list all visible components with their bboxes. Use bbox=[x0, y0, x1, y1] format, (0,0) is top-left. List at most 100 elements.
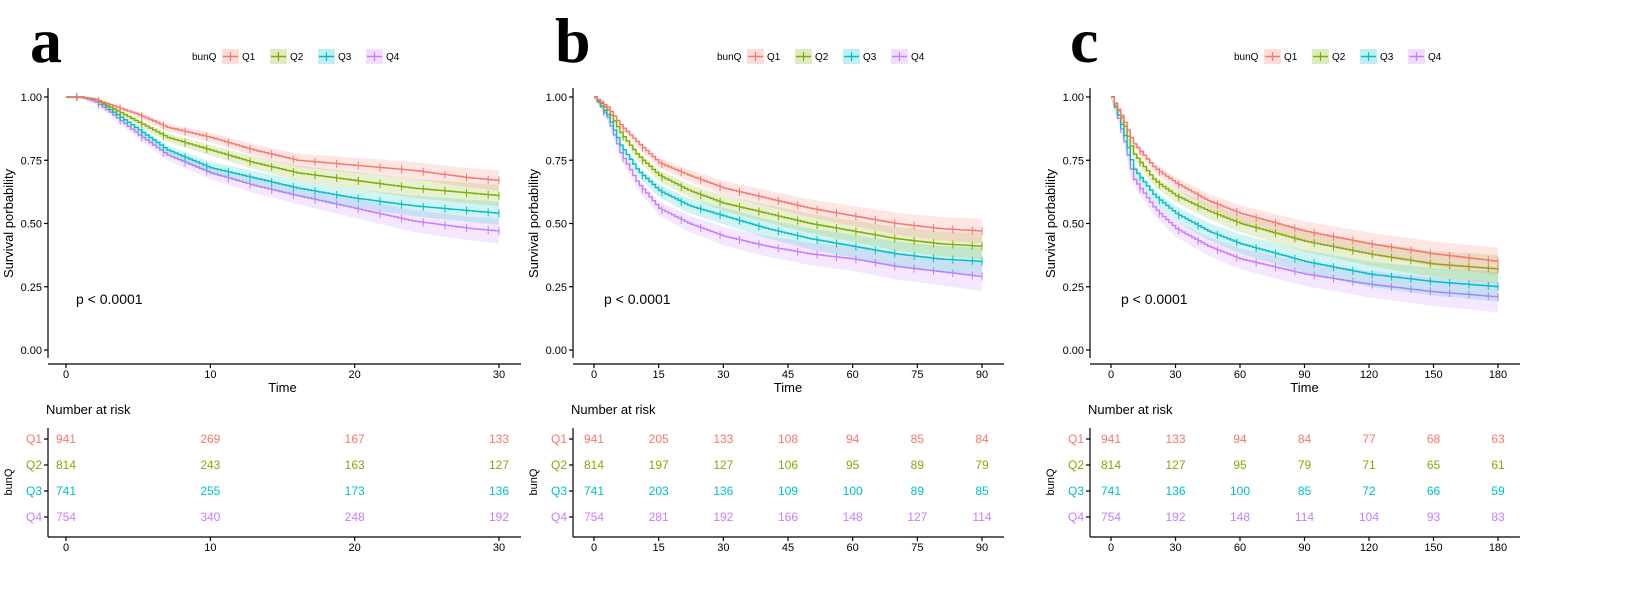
risk-table: Number at risk bunQ Q1 941 269 167 133 Q2 814 243… bbox=[3, 402, 521, 554]
risk-value: 85 bbox=[1298, 484, 1312, 498]
legend: bunQ Q1 Q2 Q3 Q4 bbox=[717, 49, 925, 64]
risk-value: 192 bbox=[489, 510, 509, 524]
survival-curve-q2 bbox=[1111, 96, 1499, 270]
risk-value: 100 bbox=[1230, 484, 1250, 498]
legend-key-q1: Q1 bbox=[747, 49, 781, 64]
legend-label: Q2 bbox=[290, 52, 304, 63]
panel-b: b bunQ Q1 Q2 Q3 Q4 0.00 0.25 0.50 0.75 1.00 Surviva… bbox=[526, 5, 1004, 554]
risk-x-tick-label: 0 bbox=[591, 542, 597, 554]
risk-row-label-q3: Q3 bbox=[1068, 484, 1084, 498]
risk-table-title: Number at risk bbox=[1088, 402, 1173, 417]
risk-row-label-q1: Q1 bbox=[551, 432, 567, 446]
risk-x-tick-label: 0 bbox=[1108, 542, 1114, 554]
p-value: p < 0.0001 bbox=[1121, 291, 1188, 307]
legend-key-q2: Q2 bbox=[1312, 49, 1346, 64]
risk-value: 89 bbox=[911, 484, 925, 498]
risk-value: 95 bbox=[846, 458, 860, 472]
legend-key-q3: Q3 bbox=[318, 49, 352, 64]
risk-row-label-q4: Q4 bbox=[1068, 510, 1084, 524]
x-tick-label: 90 bbox=[1298, 369, 1310, 381]
panel-letter: c bbox=[1070, 5, 1098, 76]
risk-table: Number at risk bunQ Q1 941 205 133 108 94 85 84 Q2… bbox=[528, 402, 1004, 554]
risk-value: 741 bbox=[1101, 484, 1121, 498]
risk-value: 93 bbox=[1427, 510, 1441, 524]
panel-letter: a bbox=[30, 5, 62, 76]
x-tick-label: 15 bbox=[653, 369, 665, 381]
survival-curve-q4 bbox=[66, 96, 500, 232]
risk-x-tick-label: 0 bbox=[63, 542, 69, 554]
risk-value: 59 bbox=[1491, 484, 1505, 498]
risk-value: 741 bbox=[584, 484, 604, 498]
risk-value: 941 bbox=[56, 432, 76, 446]
risk-row-label-q4: Q4 bbox=[26, 510, 42, 524]
risk-y-title: bunQ bbox=[1045, 468, 1057, 495]
legend-label: Q4 bbox=[1428, 52, 1442, 63]
legend-title: bunQ bbox=[1234, 52, 1259, 63]
legend-label: Q3 bbox=[863, 52, 877, 63]
y-tick-label: 0.75 bbox=[1063, 155, 1084, 167]
risk-value: 127 bbox=[489, 458, 509, 472]
y-tick-label: 0.75 bbox=[546, 155, 567, 167]
risk-value: 108 bbox=[778, 432, 798, 446]
legend-title: bunQ bbox=[192, 52, 217, 63]
risk-row-label-q3: Q3 bbox=[551, 484, 567, 498]
legend-label: Q2 bbox=[815, 52, 829, 63]
risk-x-tick-label: 120 bbox=[1360, 542, 1378, 554]
risk-value: 114 bbox=[1295, 510, 1314, 524]
risk-value: 136 bbox=[1165, 484, 1185, 498]
risk-value: 127 bbox=[1165, 458, 1185, 472]
x-tick-label: 10 bbox=[204, 369, 216, 381]
risk-row-label-q2: Q2 bbox=[1068, 458, 1084, 472]
risk-value: 127 bbox=[713, 458, 733, 472]
legend-key-q2: Q2 bbox=[795, 49, 829, 64]
y-tick-label: 0.00 bbox=[1063, 345, 1084, 357]
risk-value: 72 bbox=[1362, 484, 1376, 498]
ci-band-q2 bbox=[594, 97, 982, 260]
risk-value: 941 bbox=[584, 432, 604, 446]
risk-x-tick-label: 60 bbox=[847, 542, 859, 554]
y-tick-label: 0.75 bbox=[21, 155, 42, 167]
legend-label: Q1 bbox=[1284, 52, 1298, 63]
risk-x-tick-label: 90 bbox=[1298, 542, 1310, 554]
risk-value: 83 bbox=[1491, 510, 1505, 524]
x-tick-label: 30 bbox=[717, 369, 729, 381]
risk-value: 243 bbox=[200, 458, 220, 472]
risk-row-label-q1: Q1 bbox=[26, 432, 42, 446]
risk-table: Number at risk bunQ Q1 941 133 94 84 77 68 63 Q2 81… bbox=[1045, 402, 1520, 554]
survival-curve-q1 bbox=[594, 96, 983, 232]
risk-x-tick-label: 75 bbox=[911, 542, 923, 554]
ci-band-q3 bbox=[594, 97, 982, 276]
risk-value: 136 bbox=[489, 484, 509, 498]
legend-key-q3: Q3 bbox=[843, 49, 877, 64]
risk-value: 94 bbox=[846, 432, 860, 446]
risk-value: 136 bbox=[713, 484, 733, 498]
x-tick-label: 150 bbox=[1424, 369, 1442, 381]
risk-value: 205 bbox=[649, 432, 669, 446]
survival-curve-q2 bbox=[66, 96, 500, 197]
risk-x-tick-label: 20 bbox=[349, 542, 361, 554]
legend-label: Q1 bbox=[242, 52, 256, 63]
x-tick-label: 90 bbox=[976, 369, 988, 381]
risk-value: 269 bbox=[200, 432, 220, 446]
risk-x-tick-label: 15 bbox=[653, 542, 665, 554]
survival-curve-q1 bbox=[66, 96, 500, 181]
risk-value: 163 bbox=[345, 458, 365, 472]
y-tick-label: 1.00 bbox=[546, 92, 567, 104]
risk-value: 741 bbox=[56, 484, 76, 498]
risk-value: 167 bbox=[345, 432, 365, 446]
y-tick-label: 0.25 bbox=[1063, 282, 1084, 294]
risk-value: 197 bbox=[649, 458, 669, 472]
x-tick-label: 30 bbox=[1169, 369, 1181, 381]
legend-key-q2: Q2 bbox=[270, 49, 304, 64]
x-tick-label: 0 bbox=[591, 369, 597, 381]
risk-value: 77 bbox=[1362, 432, 1376, 446]
x-axis-title: Time bbox=[1290, 380, 1318, 395]
risk-value: 79 bbox=[975, 458, 989, 472]
x-tick-label: 0 bbox=[1108, 369, 1114, 381]
risk-value: 84 bbox=[1298, 432, 1312, 446]
risk-row-label-q1: Q1 bbox=[1068, 432, 1084, 446]
y-axis-title: Survival porbability bbox=[526, 168, 541, 278]
y-tick-label: 0.50 bbox=[21, 219, 42, 231]
risk-value: 109 bbox=[778, 484, 798, 498]
risk-value: 148 bbox=[1230, 510, 1250, 524]
